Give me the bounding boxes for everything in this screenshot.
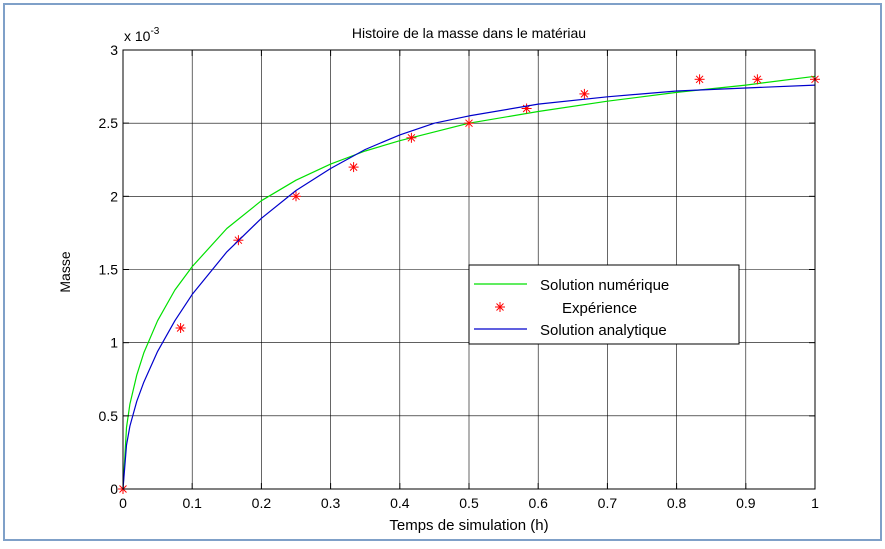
experience-point bbox=[752, 74, 763, 85]
y-axis-label: Masse bbox=[57, 251, 73, 292]
x-tick-label: 0.5 bbox=[459, 495, 479, 511]
y-tick-label: 3 bbox=[110, 42, 118, 58]
y-tick-label: 2.5 bbox=[99, 115, 119, 131]
y-tick-label: 0 bbox=[110, 481, 118, 497]
x-tick-label: 1 bbox=[811, 495, 819, 511]
experience-point bbox=[694, 74, 705, 85]
chart-title: Histoire de la masse dans le matériau bbox=[352, 25, 586, 41]
series-line-0 bbox=[122, 75, 816, 490]
y-exponent-base: x 10 bbox=[124, 28, 151, 44]
x-tick-label: 0.8 bbox=[667, 495, 687, 511]
legend-swatch-experience bbox=[495, 302, 505, 312]
ticks: 0 0.1 0.2 0.3 0.4 0.5 0.6 0.7 0.8 0.9 1 0 0.5 1 1.5 2 2.… bbox=[99, 42, 820, 511]
y-tick-label: 0.5 bbox=[99, 408, 119, 424]
x-tick-label: 0.6 bbox=[528, 495, 548, 511]
y-tick-label: 2 bbox=[110, 188, 118, 204]
legend-label-numerique: Solution numérique bbox=[540, 277, 669, 294]
experience-point bbox=[175, 323, 186, 333]
experience-point bbox=[406, 132, 417, 143]
x-tick-label: 0.3 bbox=[321, 495, 341, 511]
series-line-2 bbox=[122, 84, 816, 490]
grid bbox=[123, 50, 815, 489]
y-exponent-label: x 10-3 bbox=[124, 26, 160, 44]
experience-point bbox=[579, 88, 590, 99]
legend: Solution numérique Expérience Solution a… bbox=[468, 264, 740, 345]
x-axis-label: Temps de simulation (h) bbox=[389, 517, 548, 534]
x-tick-label: 0 bbox=[119, 495, 127, 511]
y-tick-label: 1 bbox=[110, 335, 118, 351]
legend-box bbox=[468, 264, 740, 345]
legend-label-experience: Expérience bbox=[562, 300, 637, 317]
experience-point bbox=[348, 162, 359, 173]
x-tick-label: 0.4 bbox=[390, 495, 410, 511]
x-tick-label: 0.2 bbox=[252, 495, 272, 511]
experience-point bbox=[291, 191, 301, 202]
legend-label-analytique: Solution analytique bbox=[540, 322, 667, 339]
x-tick-label: 0.7 bbox=[598, 495, 618, 511]
x-tick-label: 0.9 bbox=[736, 495, 756, 511]
y-tick-label: 1.5 bbox=[99, 262, 119, 278]
x-tick-label: 0.1 bbox=[182, 495, 202, 511]
y-exponent-power: -3 bbox=[150, 26, 159, 37]
experience-point bbox=[464, 118, 474, 129]
